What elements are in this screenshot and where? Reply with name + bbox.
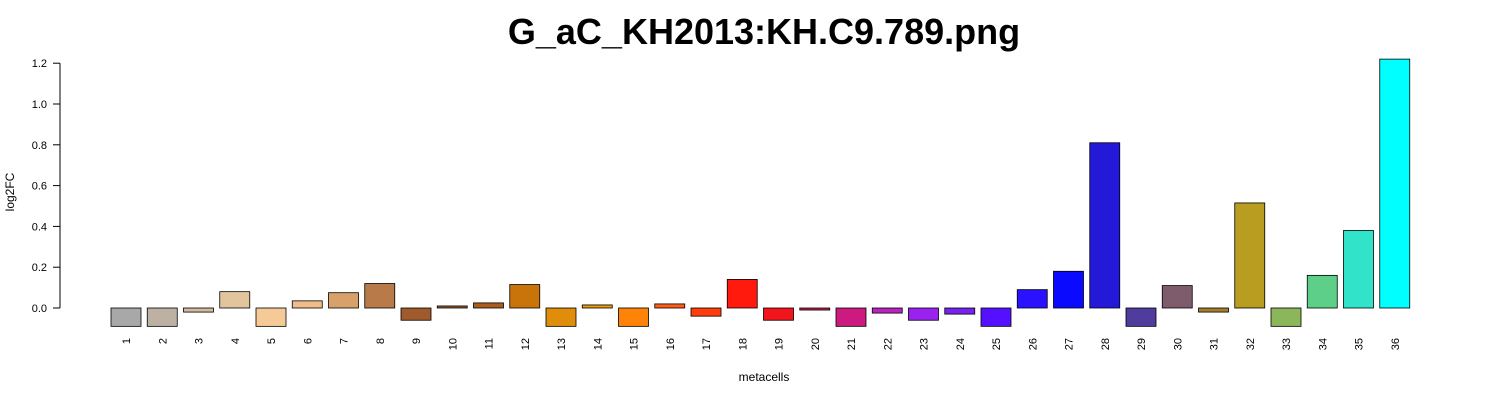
bar-17 bbox=[690, 307, 722, 317]
bar-33 bbox=[1270, 307, 1302, 327]
x-tick-label: 21 bbox=[846, 338, 858, 350]
x-tick-label: 15 bbox=[629, 338, 641, 350]
bar-20 bbox=[799, 307, 831, 311]
bar-26 bbox=[1016, 289, 1048, 309]
bar-9 bbox=[400, 307, 432, 321]
x-tick-label: 33 bbox=[1281, 338, 1293, 350]
bar-32 bbox=[1234, 202, 1266, 309]
bar-29 bbox=[1125, 307, 1157, 327]
x-tick-label: 5 bbox=[266, 338, 278, 344]
x-tick-label: 25 bbox=[991, 338, 1003, 350]
x-tick-label: 34 bbox=[1317, 338, 1329, 350]
bar-28 bbox=[1089, 142, 1121, 309]
y-axis-label: log2FC bbox=[3, 172, 17, 211]
bar-18 bbox=[726, 279, 758, 309]
bar-35 bbox=[1343, 230, 1374, 309]
bar-11 bbox=[473, 302, 504, 309]
x-tick-label: 1 bbox=[121, 338, 133, 344]
bar-23 bbox=[908, 307, 939, 321]
x-axis-label: metacells bbox=[739, 370, 790, 384]
y-tick-label: 0.8 bbox=[32, 140, 47, 152]
x-tick-label: 26 bbox=[1027, 338, 1039, 350]
x-tick-label: 18 bbox=[737, 338, 749, 350]
x-tick-label: 31 bbox=[1209, 338, 1221, 350]
x-tick-label: 35 bbox=[1354, 338, 1366, 350]
bar-36 bbox=[1379, 58, 1411, 309]
bar-12 bbox=[509, 284, 541, 309]
x-tick-label: 36 bbox=[1390, 338, 1402, 350]
x-tick-label: 12 bbox=[520, 338, 532, 350]
x-tick-label: 22 bbox=[882, 338, 894, 350]
bar-5 bbox=[255, 307, 287, 327]
bar-21 bbox=[835, 307, 867, 327]
x-tick-label: 17 bbox=[701, 338, 713, 350]
bar-24 bbox=[944, 307, 976, 315]
y-tick-label: 0.6 bbox=[32, 181, 47, 193]
x-tick-label: 16 bbox=[665, 338, 677, 350]
x-tick-label: 3 bbox=[194, 338, 206, 344]
bar-34 bbox=[1306, 274, 1338, 309]
x-tick-label: 8 bbox=[375, 338, 387, 344]
y-tick-label: 1.0 bbox=[32, 99, 47, 111]
x-tick-label: 27 bbox=[1064, 338, 1076, 350]
bar-10 bbox=[436, 305, 468, 309]
bar-15 bbox=[618, 307, 649, 327]
y-tick-label: 0.4 bbox=[32, 221, 47, 233]
bar-19 bbox=[763, 307, 794, 321]
x-tick-label: 20 bbox=[810, 338, 822, 350]
x-tick-label: 19 bbox=[774, 338, 786, 350]
y-axis: 0.0 0.2 0.4 0.6 0.8 1.0 1.2 bbox=[32, 58, 61, 315]
x-tick-label: 29 bbox=[1136, 338, 1148, 350]
x-tick-label: 9 bbox=[411, 338, 423, 344]
bar-13 bbox=[545, 307, 577, 327]
bar-22 bbox=[871, 307, 903, 314]
x-tick-label: 32 bbox=[1245, 338, 1257, 350]
x-tick-label: 10 bbox=[447, 338, 459, 350]
y-tick-label: 0.0 bbox=[32, 303, 47, 315]
bar-1 bbox=[110, 307, 142, 327]
bar-27 bbox=[1053, 270, 1084, 309]
x-tick-label: 23 bbox=[919, 338, 931, 350]
x-tick-label: 11 bbox=[484, 338, 496, 349]
x-tick-label: 14 bbox=[592, 338, 604, 350]
x-tick-label: 7 bbox=[339, 338, 351, 344]
bar-6 bbox=[291, 300, 323, 309]
bar-2 bbox=[146, 307, 178, 327]
bar-3 bbox=[183, 307, 214, 313]
x-tick-labels: 1 2 3 4 5 6 7 8 9 10 11 12 13 14 15 16 17 18 19 20 21 22 23 24 2… bbox=[121, 338, 1402, 350]
bar-25 bbox=[980, 307, 1012, 327]
bar-14 bbox=[581, 304, 613, 309]
y-tick-label: 1.2 bbox=[32, 58, 47, 70]
x-tick-label: 28 bbox=[1100, 338, 1112, 350]
x-tick-label: 30 bbox=[1172, 338, 1184, 350]
y-tick-label: 0.2 bbox=[32, 262, 47, 274]
bar-30 bbox=[1161, 285, 1193, 309]
x-tick-label: 24 bbox=[955, 338, 967, 350]
x-tick-label: 4 bbox=[230, 338, 242, 344]
bar-16 bbox=[654, 303, 686, 309]
bar-8 bbox=[364, 283, 396, 309]
x-tick-label: 13 bbox=[556, 338, 568, 350]
x-tick-label: 6 bbox=[302, 338, 314, 344]
chart-title: G_aC_KH2013:KH.C9.789.png bbox=[508, 11, 1020, 52]
bar-7 bbox=[328, 292, 359, 309]
bar-4 bbox=[219, 291, 251, 309]
bars-group bbox=[110, 58, 1411, 327]
x-tick-label: 2 bbox=[157, 338, 169, 344]
bar-31 bbox=[1198, 307, 1229, 313]
